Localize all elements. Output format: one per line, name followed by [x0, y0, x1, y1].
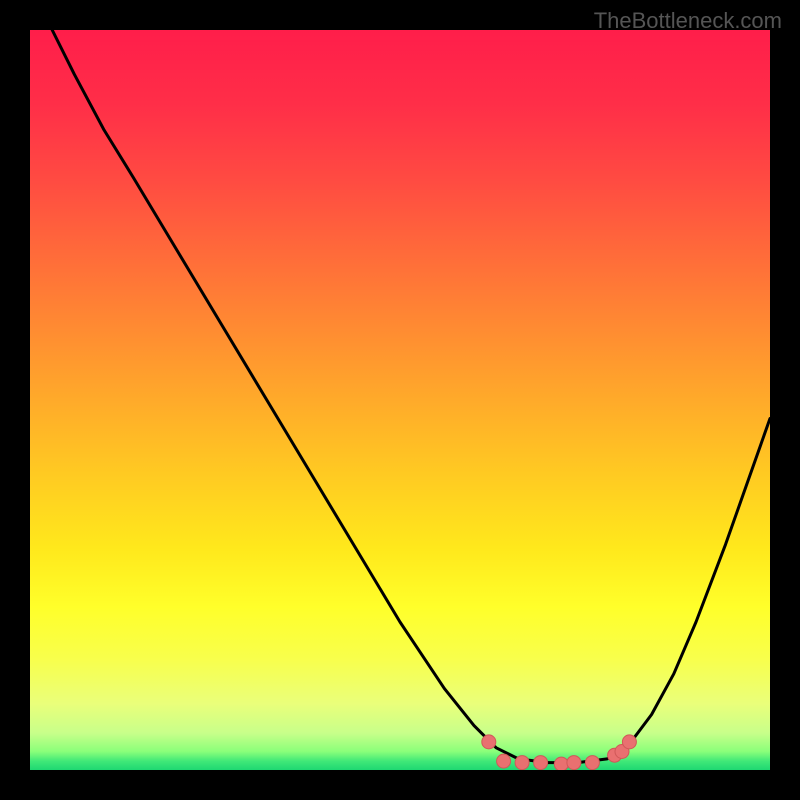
data-marker [534, 756, 548, 770]
data-marker [585, 756, 599, 770]
data-marker [515, 756, 529, 770]
curve-layer [30, 30, 770, 770]
bottleneck-curve [52, 30, 770, 763]
chart-container: TheBottleneck.com [0, 0, 800, 800]
data-marker [497, 754, 511, 768]
plot-area [30, 30, 770, 770]
data-marker [554, 757, 568, 770]
data-marker [622, 735, 636, 749]
data-marker [482, 735, 496, 749]
data-marker [567, 756, 581, 770]
